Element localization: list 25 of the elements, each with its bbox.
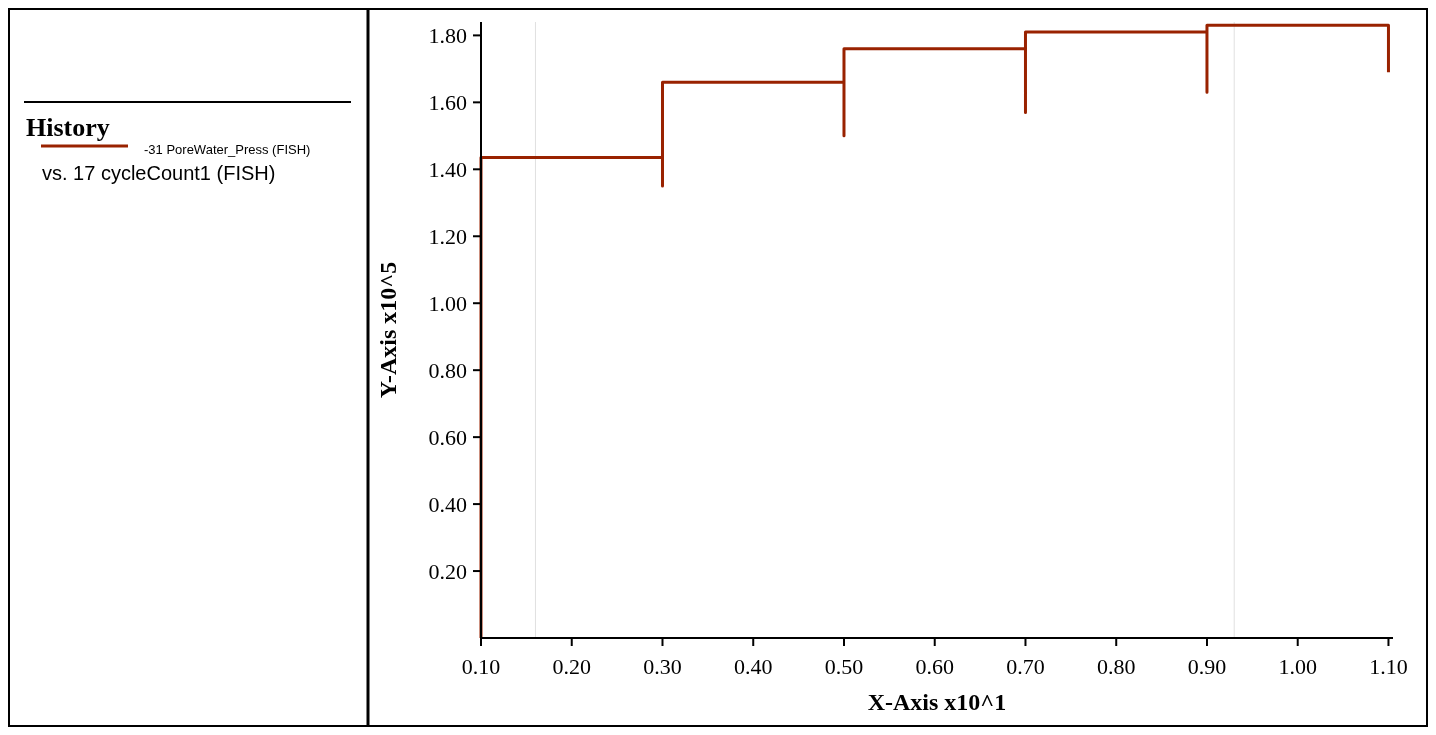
text: vs. 17 cycleCount1 (FISH) (42, 162, 276, 184)
x-tick-label: 0.20 (552, 654, 591, 679)
y-tick-label: 0.40 (428, 491, 467, 517)
x-tick-label: 1.10 (1369, 654, 1408, 679)
y-tick-label: 0.80 (428, 357, 467, 383)
y-tick-label: 0.60 (428, 424, 467, 450)
legend-title: History (26, 113, 110, 142)
y-tick-label: 0.20 (428, 558, 467, 584)
x-tick-label: 0.60 (915, 654, 954, 679)
x-tick-label: 0.90 (1187, 654, 1227, 679)
x-tick-label: 1.00 (1278, 654, 1317, 679)
text: -31 PoreWater_Press (FISH) (144, 142, 311, 157)
y-tick-label: 1.80 (428, 23, 467, 49)
x-tick-label: 0.80 (1096, 654, 1136, 679)
x-tick-label: 0.50 (824, 654, 864, 679)
y-tick-label: 1.40 (428, 157, 467, 182)
y-axis-title: Y-Axis x10^5 (375, 261, 401, 399)
y-tick-label: 1.60 (428, 90, 467, 116)
y-tick-label: 1.20 (428, 223, 467, 249)
x-tick-label: 0.40 (733, 654, 773, 679)
x-tick-label: 0.70 (1006, 654, 1045, 679)
x-tick-label: 0.10 (461, 654, 501, 679)
y-tick-label: 1.00 (428, 290, 467, 316)
x-axis-title: X-Axis x10^1 (867, 689, 1007, 715)
x-tick-label: 0.30 (643, 654, 682, 679)
